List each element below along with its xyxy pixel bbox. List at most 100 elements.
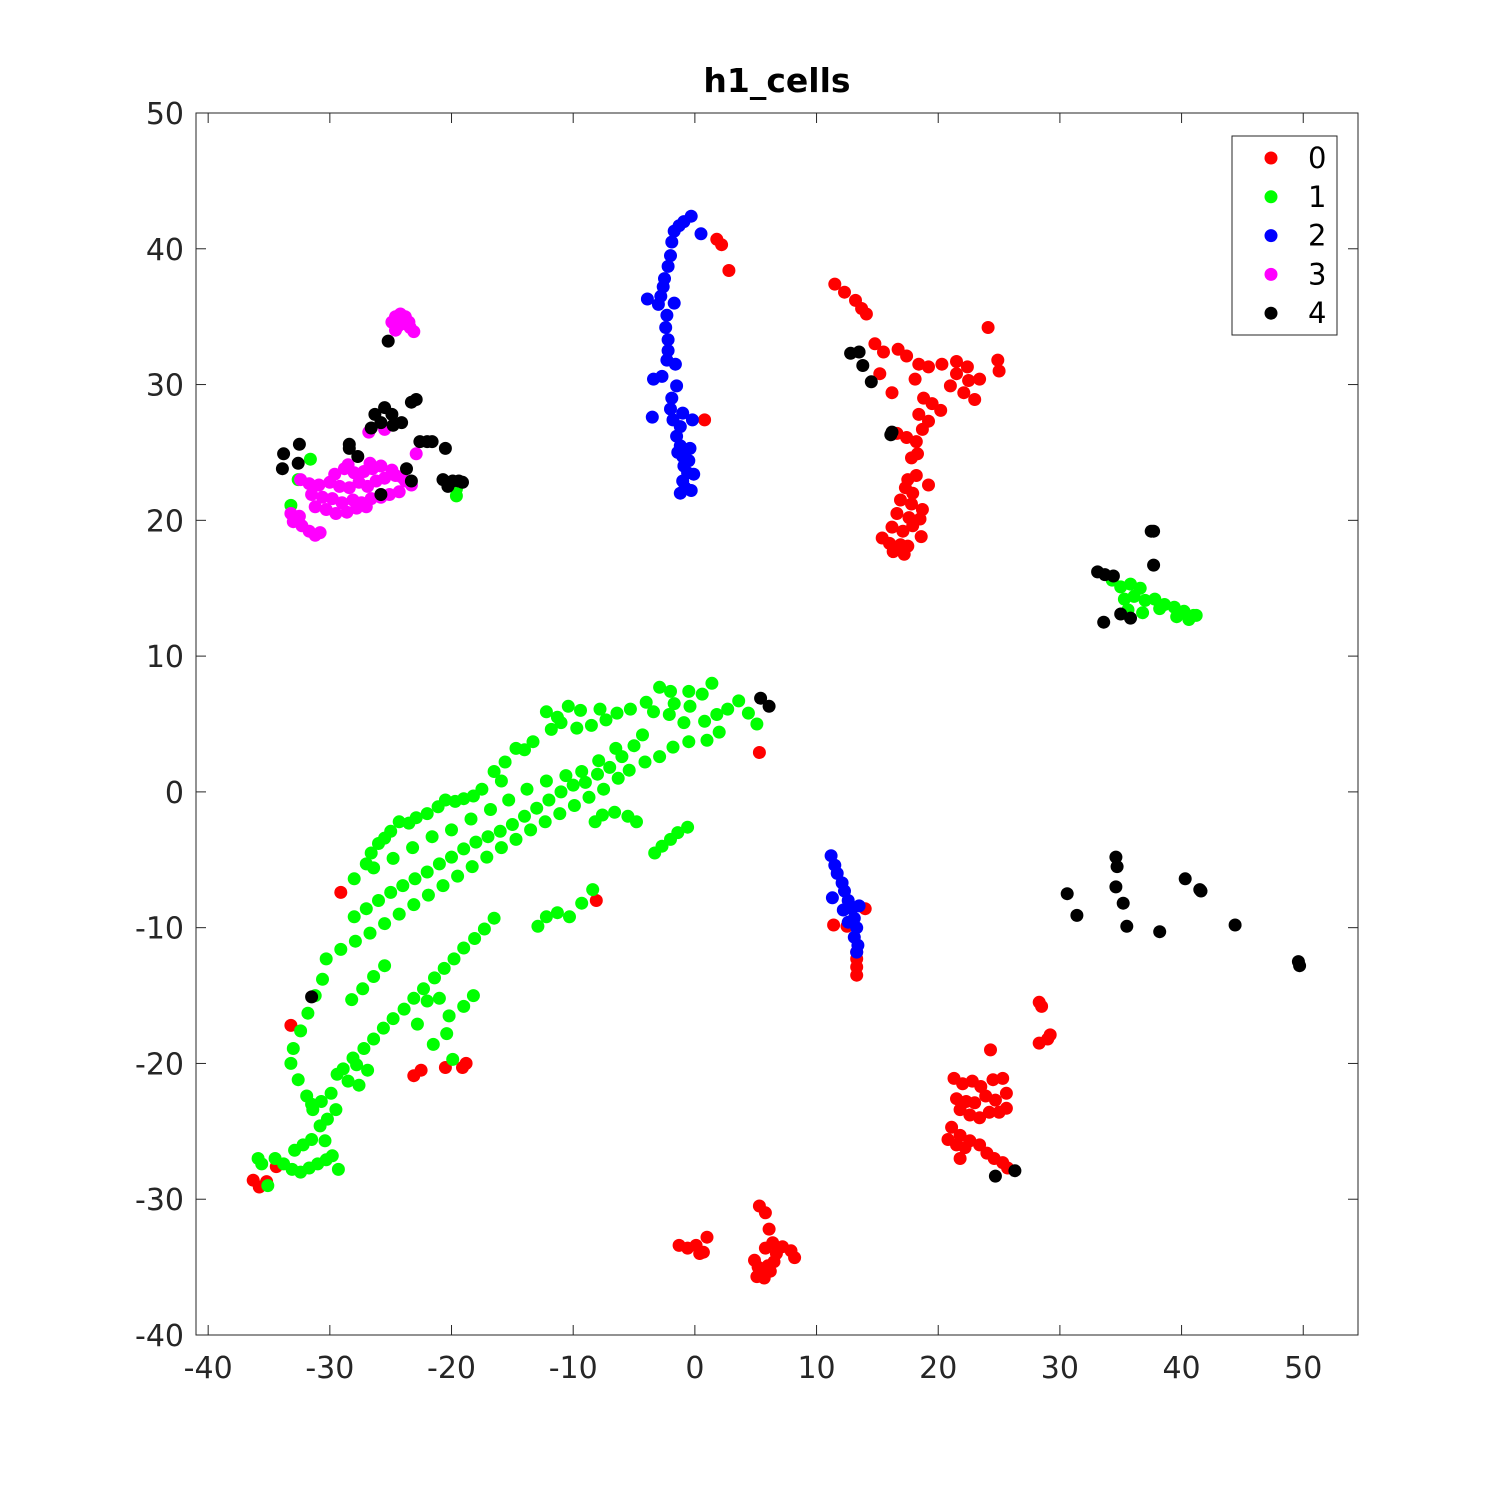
data-point [480, 850, 494, 864]
data-point [550, 710, 564, 724]
data-point [494, 774, 508, 788]
data-point [665, 391, 679, 405]
data-point [1114, 607, 1128, 621]
data-point [392, 815, 406, 829]
legend: 0 1 2 3 4 [1231, 135, 1338, 336]
data-point [487, 911, 501, 925]
data-point [432, 991, 446, 1005]
x-tick-label: -20 [427, 1351, 476, 1386]
data-point [681, 820, 695, 834]
data-point [316, 972, 329, 986]
data-point [538, 815, 552, 829]
data-point [347, 910, 361, 924]
data-point [284, 1018, 298, 1032]
data-point [982, 1105, 996, 1119]
data-point [908, 372, 922, 386]
data-point [334, 942, 348, 956]
data-point [1136, 606, 1150, 620]
data-point [539, 774, 553, 788]
data-point [367, 861, 381, 875]
data-point [979, 1089, 993, 1103]
data-point [825, 891, 839, 905]
data-point [1035, 999, 1049, 1013]
data-point [409, 447, 423, 461]
data-point [1124, 611, 1137, 625]
data-point [417, 982, 430, 996]
legend-box [1231, 135, 1338, 336]
data-point [593, 702, 607, 716]
data-point [667, 224, 681, 238]
data-point [487, 765, 501, 778]
x-tick-label: 20 [919, 1351, 957, 1386]
data-point [392, 485, 406, 499]
data-point [286, 1042, 300, 1055]
data-point [397, 1002, 411, 1016]
data-point [981, 321, 995, 334]
data-point [897, 547, 911, 561]
data-point [457, 941, 471, 955]
data-point [428, 971, 441, 985]
data-point [992, 364, 1006, 378]
data-point [350, 1058, 364, 1072]
legend-label: 1 [1308, 180, 1326, 214]
data-point [367, 970, 381, 983]
data-point [667, 296, 681, 310]
data-point [395, 416, 409, 430]
data-point [662, 708, 676, 721]
data-point [386, 851, 400, 865]
data-point [459, 1056, 473, 1070]
data-point [732, 694, 746, 708]
data-point [890, 507, 904, 520]
data-point [445, 823, 458, 837]
data-point [481, 830, 495, 844]
data-point [284, 1056, 298, 1070]
data-point [698, 413, 712, 427]
data-point [340, 505, 354, 519]
data-point [859, 307, 873, 321]
data-point [647, 372, 660, 386]
legend-label: 0 [1308, 141, 1326, 175]
data-point [509, 741, 523, 755]
data-point [291, 456, 305, 470]
data-point [712, 725, 726, 739]
data-point [277, 447, 291, 461]
data-point [827, 918, 841, 932]
data-point [968, 393, 982, 406]
data-point [292, 509, 306, 523]
data-point [850, 968, 864, 982]
data-point [372, 837, 385, 850]
data-point [550, 906, 564, 920]
data-point [1194, 884, 1208, 898]
data-point [687, 467, 701, 481]
data-point [922, 414, 935, 428]
data-point [341, 1074, 355, 1088]
data-point [685, 413, 699, 427]
data-point [661, 344, 675, 358]
data-point [953, 1103, 967, 1117]
data-point [922, 360, 935, 374]
data-point [682, 454, 696, 468]
data-point [754, 691, 768, 705]
y-tick-label: -10 [135, 912, 184, 947]
data-point [1189, 608, 1203, 622]
data-point [305, 488, 319, 501]
data-point [432, 857, 446, 871]
data-point [392, 907, 406, 921]
data-point [329, 1103, 343, 1117]
legend-label: 4 [1308, 296, 1326, 330]
data-point [1170, 610, 1184, 624]
data-point [906, 519, 920, 533]
data-point [381, 334, 395, 348]
data-point [498, 755, 512, 769]
data-point [449, 489, 463, 503]
data-point [524, 823, 538, 837]
data-point [896, 524, 910, 538]
data-point [359, 902, 373, 916]
data-point [1153, 925, 1167, 939]
data-points [246, 209, 1307, 1285]
data-point [520, 782, 534, 796]
data-point [438, 441, 452, 455]
data-point [898, 481, 912, 495]
data-point [885, 520, 899, 534]
data-point [597, 782, 611, 796]
